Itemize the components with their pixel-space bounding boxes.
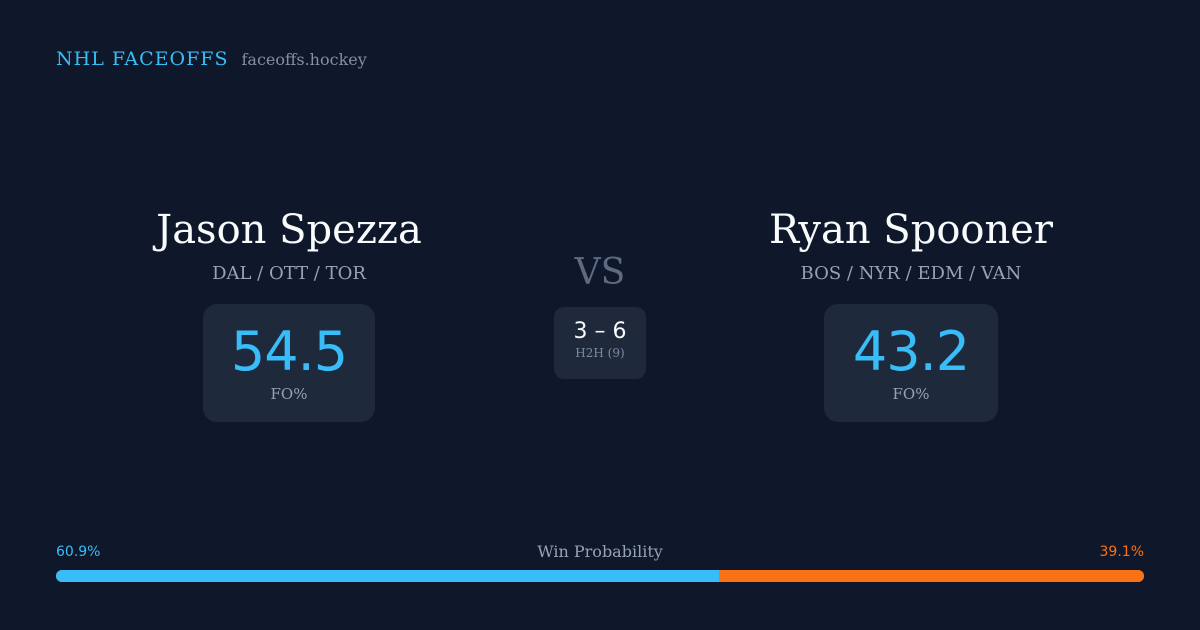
win-probability-bar [56, 570, 1144, 582]
head-to-head-score: 3 – 6 [573, 319, 627, 344]
player-right-name: Ryan Spooner [768, 207, 1054, 253]
brand-name: NHL FACEOFFS [56, 48, 229, 70]
player-left-name: Jason Spezza [156, 207, 422, 253]
player-left-teams: DAL / OTT / TOR [212, 263, 366, 284]
player-right-fo-label: FO% [892, 385, 930, 403]
win-probability-right-value: 39.1% [1099, 544, 1144, 560]
player-right-fo-value: 43.2 [852, 320, 970, 383]
win-probability-title: Win Probability [537, 542, 663, 561]
player-left-fo-label: FO% [270, 385, 308, 403]
player-left-fo-card: 54.5 FO% [203, 304, 375, 422]
win-probability-labels: Win Probability 60.9% 39.1% [56, 542, 1144, 562]
versus-label: VS [574, 252, 626, 293]
brand-header: NHL FACEOFFS faceoffs.hockey [56, 48, 367, 70]
win-probability-left-value: 60.9% [56, 544, 101, 560]
win-probability-bar-right [718, 570, 1144, 582]
player-right-teams: BOS / NYR / EDM / VAN [800, 263, 1022, 284]
head-to-head-card: 3 – 6 H2H (9) [554, 307, 646, 379]
brand-url: faceoffs.hockey [241, 50, 367, 69]
player-right-fo-card: 43.2 FO% [824, 304, 998, 422]
player-left-fo-value: 54.5 [230, 320, 348, 383]
head-to-head-label: H2H (9) [575, 346, 625, 360]
player-right: Ryan Spooner BOS / NYR / EDM / VAN 43.2 … [671, 200, 1151, 422]
player-left: Jason Spezza DAL / OTT / TOR 54.5 FO% [49, 200, 529, 422]
win-probability-bar-left [56, 570, 719, 582]
